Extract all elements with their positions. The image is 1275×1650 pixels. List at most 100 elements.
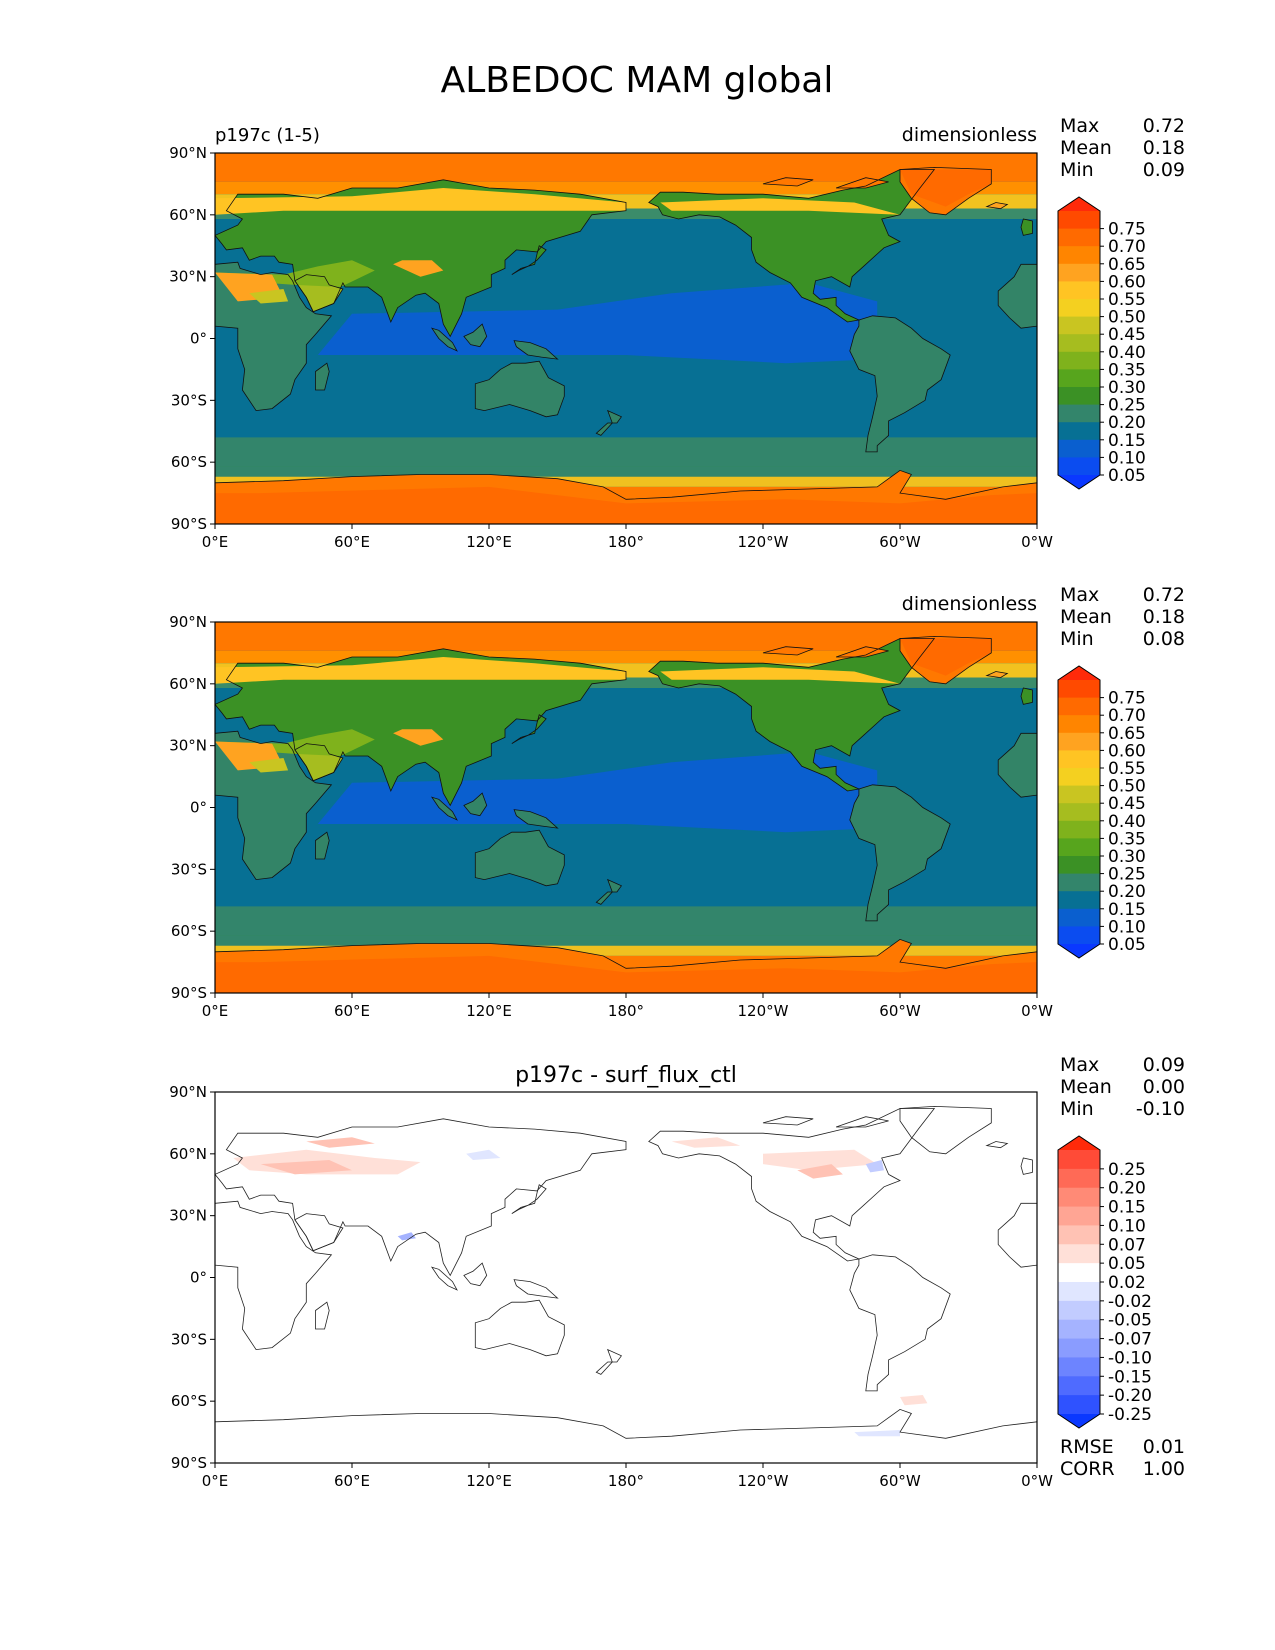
colorbar-label: -0.10 [1108, 1348, 1152, 1368]
colorbar-label: 0.65 [1108, 255, 1146, 275]
y-tick-label: 60°S [171, 922, 207, 940]
stat-value: 0.18 [1143, 606, 1185, 628]
coastline-madagascar [315, 831, 330, 860]
colorbar-label: 0.55 [1108, 290, 1146, 310]
map-panel-3: 0°E 60°E 120°E 180° 120°W 60°W 0°W 90°N 60°N 30°N… [169, 1054, 1185, 1490]
colorbar-segment [1058, 1395, 1100, 1415]
y-tick-label: 60°N [169, 206, 207, 224]
coastline-iceland [985, 1141, 1009, 1149]
coastline-sumatra [430, 327, 458, 352]
coastline-greenland [899, 166, 992, 216]
coastline-africaW [997, 1202, 1037, 1268]
land-africaW [998, 264, 1037, 329]
colorbar-segment [1058, 439, 1100, 458]
colorbar-label: 0.45 [1108, 794, 1146, 814]
colorbar-segment [1058, 768, 1100, 787]
colorbar-segment [1058, 1282, 1100, 1302]
colorbar-segment [1058, 856, 1100, 875]
coastline-nz [595, 1348, 623, 1375]
albedo-band [215, 153, 1037, 182]
colorbar-label: 0.25 [1108, 1160, 1146, 1180]
x-tick-label: 0°E [202, 533, 229, 551]
y-tick-label: 90°N [169, 144, 207, 162]
colorbar-segment [1058, 369, 1100, 388]
colorbar-label: 0.35 [1108, 829, 1146, 849]
coastline-arctic1 [762, 177, 814, 187]
colorbar-extend-bottom [1058, 1414, 1100, 1428]
stat-value: 0.72 [1143, 115, 1185, 137]
greenland-core [900, 169, 992, 207]
coastline-borneo [463, 1262, 488, 1287]
coastline-borneo [463, 323, 488, 348]
coastline-sumatra [430, 796, 458, 821]
colorbar-segment [1058, 820, 1100, 839]
coastline-antarctica [215, 1408, 1037, 1463]
difference-patch [797, 1164, 843, 1179]
land-madagascar [315, 363, 330, 390]
coastline-uk [1020, 218, 1033, 236]
coastline-eurasia [215, 648, 627, 807]
colorbar-segment [1058, 803, 1100, 822]
colorbar-segment [1058, 891, 1100, 910]
figure-title: ALBEDOC MAM global [441, 60, 834, 101]
stat-value: 0.18 [1143, 137, 1185, 159]
x-tick-label: 0°E [202, 1472, 229, 1490]
colorbar-label: 0.60 [1108, 741, 1146, 761]
coastline-newguinea [513, 1279, 559, 1299]
colorbar-segment [1058, 1244, 1100, 1264]
stat-value: 0.72 [1143, 584, 1185, 606]
y-tick-label: 30°N [169, 1207, 207, 1225]
colorbar-label: 0.20 [1108, 882, 1146, 902]
stat-label: Mean [1060, 606, 1112, 628]
colorbar-segment [1058, 404, 1100, 423]
boreal-snow [215, 188, 626, 215]
difference-patch [397, 1232, 416, 1241]
greenland-core [900, 638, 992, 676]
map-panel-2: 0°E 60°E 120°E 180° 120°W 60°W 0°W 90°N 60°N 30°N… [169, 584, 1185, 1020]
colorbar-segment [1058, 838, 1100, 857]
southern-ocean-band [215, 935, 1037, 946]
coastline-africa [215, 730, 333, 881]
coastline-australia [474, 360, 565, 418]
x-tick-label: 180° [608, 1472, 644, 1490]
land-australia [475, 830, 565, 886]
land-africaW [998, 733, 1037, 798]
coastline-africa [215, 261, 333, 412]
difference-patch [763, 1149, 878, 1171]
stat-label: Mean [1060, 137, 1112, 159]
southern-ocean-band [215, 906, 1037, 936]
stat-value: 0.09 [1143, 159, 1185, 181]
y-tick-label: 90°N [169, 1083, 207, 1101]
colorbar-segment [1058, 299, 1100, 318]
colorbar-segment [1058, 351, 1100, 370]
stat-value: 0.08 [1143, 628, 1185, 650]
y-tick-label: 30°N [169, 268, 207, 286]
x-tick-label: 120°E [466, 1472, 512, 1490]
colorbar-label: 0.75 [1108, 220, 1146, 240]
stat-label: CORR [1060, 1458, 1115, 1480]
antarctica-core [215, 955, 1037, 993]
colorbar-segment [1058, 457, 1100, 476]
tibet-plateau [393, 260, 444, 277]
stat-label: Max [1060, 115, 1099, 137]
sahara-core [249, 758, 289, 773]
land-borneo [463, 324, 487, 347]
coastline-namerica [648, 169, 936, 323]
y-tick-label: 30°N [169, 737, 207, 755]
x-tick-label: 180° [608, 1002, 644, 1020]
stat-value: 0.00 [1143, 1076, 1185, 1098]
coastline-uk [1020, 687, 1033, 705]
land-arctic1 [763, 177, 814, 186]
x-tick-label: 60°E [334, 1002, 370, 1020]
colorbar-segment [1058, 246, 1100, 265]
x-tick-label: 60°W [879, 1472, 921, 1490]
coastline-africaW [997, 263, 1037, 329]
coastline-africaW [997, 732, 1037, 798]
coastline-newguinea [513, 340, 559, 360]
land-sumatra [431, 797, 457, 820]
colorbar-segment [1058, 1225, 1100, 1245]
coastline-antarctica [215, 938, 1037, 993]
na-snow [660, 667, 900, 684]
stat-label: Min [1060, 159, 1094, 181]
